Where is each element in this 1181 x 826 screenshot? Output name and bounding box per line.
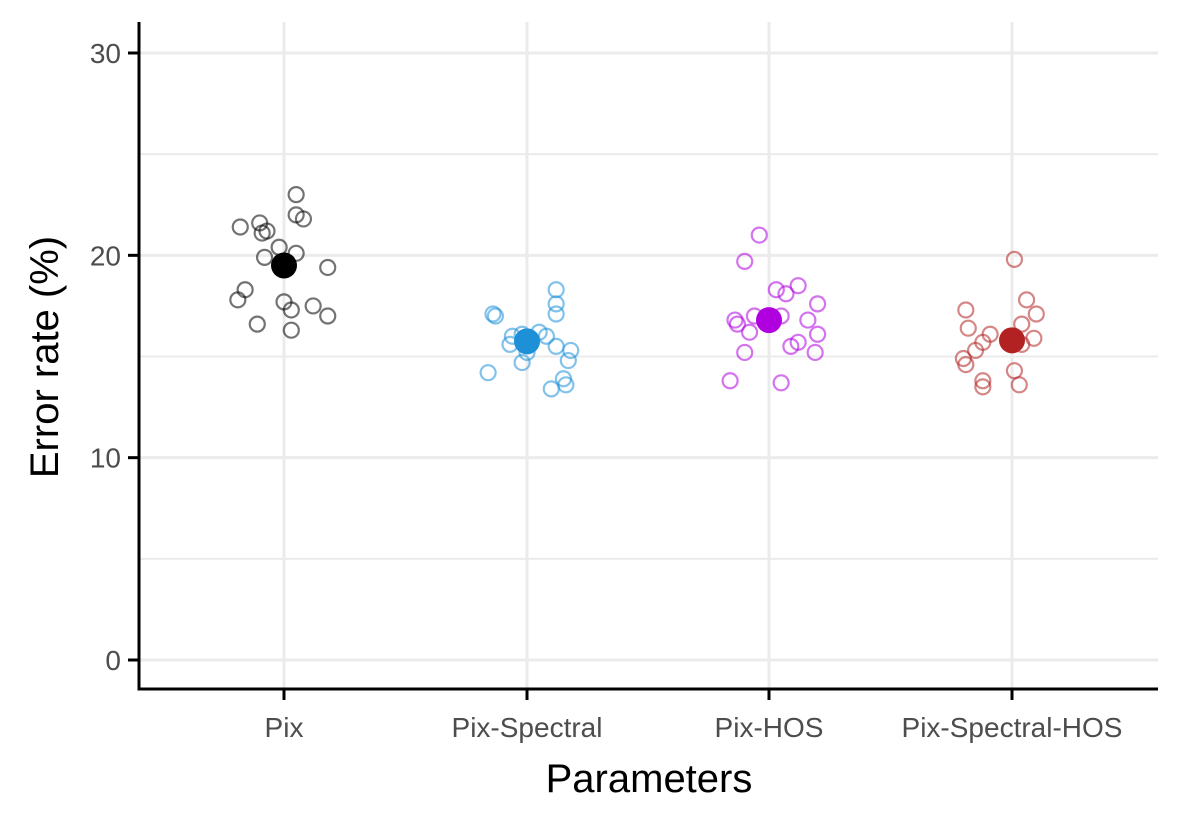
x-axis-title: Parameters <box>546 757 753 801</box>
data-points <box>229 186 1045 398</box>
gridlines <box>139 22 1158 689</box>
data-point <box>1005 250 1024 268</box>
data-point <box>229 291 247 309</box>
data-point <box>721 372 739 390</box>
data-point <box>479 364 497 382</box>
data-point <box>736 252 754 271</box>
data-point <box>319 307 337 325</box>
data-point <box>806 343 824 362</box>
y-axis-title: Error rate (%) <box>23 236 67 478</box>
data-point <box>547 305 565 323</box>
y-tick-label: 30 <box>90 38 121 69</box>
mean-points <box>271 252 1025 355</box>
data-point <box>547 295 565 313</box>
data-point <box>1005 362 1024 380</box>
data-point <box>542 380 560 398</box>
data-point <box>547 337 565 355</box>
data-point <box>287 244 305 262</box>
data-point <box>231 218 249 236</box>
data-point <box>547 281 565 299</box>
data-point <box>782 337 800 355</box>
data-point <box>777 285 795 303</box>
data-point <box>799 311 817 329</box>
data-point <box>767 281 785 299</box>
y-tick-label: 0 <box>105 645 121 676</box>
data-point <box>808 325 827 343</box>
data-point <box>957 355 975 374</box>
data-point <box>974 372 992 390</box>
mean-point <box>999 327 1025 354</box>
data-point <box>304 297 322 315</box>
data-point <box>294 210 313 228</box>
mean-point <box>756 307 782 334</box>
data-point <box>728 315 747 333</box>
data-point <box>1013 315 1031 333</box>
data-point <box>282 321 300 339</box>
data-point <box>750 226 768 244</box>
data-point <box>248 315 266 333</box>
x-tick-label: Pix <box>265 712 304 743</box>
y-tick-label: 20 <box>90 240 121 271</box>
data-point <box>808 295 827 313</box>
data-point <box>282 301 300 319</box>
data-point <box>236 281 254 299</box>
data-point <box>319 258 337 277</box>
mean-point <box>514 328 540 355</box>
data-point <box>287 186 305 204</box>
axes: 0 10 20 30 Pix Pix-Spectral Pix-HOS Pix-Spectra… <box>90 22 1158 743</box>
data-point <box>1017 291 1036 309</box>
data-point <box>1027 305 1045 323</box>
data-point <box>255 248 274 266</box>
x-tick-label: Pix-Spectral-HOS <box>902 712 1123 743</box>
data-point <box>484 305 502 323</box>
mean-point <box>271 252 297 279</box>
data-point <box>974 378 992 396</box>
data-point <box>959 319 977 337</box>
data-point <box>772 374 790 392</box>
data-point <box>486 307 505 325</box>
data-point <box>957 301 975 319</box>
data-point <box>513 353 531 372</box>
data-point <box>789 277 807 295</box>
data-point <box>562 341 580 360</box>
data-point <box>258 222 276 240</box>
data-point <box>559 351 577 370</box>
x-tick-label: Pix-Spectral <box>452 712 603 743</box>
x-tick-label: Pix-HOS <box>715 712 824 743</box>
data-point <box>1010 376 1028 394</box>
data-point <box>966 341 985 360</box>
data-point <box>740 323 759 341</box>
data-point <box>736 343 754 362</box>
y-tick-label: 10 <box>90 443 121 474</box>
